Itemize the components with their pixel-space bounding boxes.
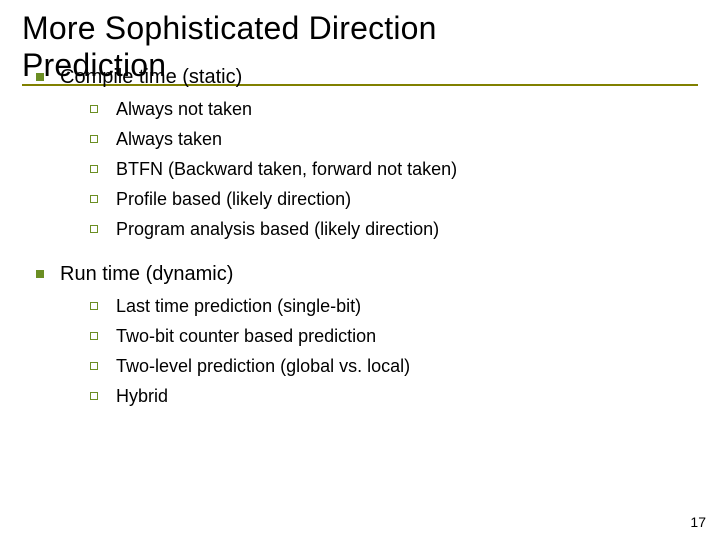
section-label: Run time (dynamic): [60, 261, 233, 288]
list-item-label: Program analysis based (likely direction…: [116, 217, 439, 242]
page-number: 17: [690, 514, 706, 530]
open-square-bullet-icon: [90, 302, 98, 310]
list-item-label: Always taken: [116, 127, 222, 152]
list-item: BTFN (Backward taken, forward not taken): [90, 157, 698, 182]
level1-row: Run time (dynamic): [36, 261, 698, 288]
level1-row: Compile time (static): [36, 64, 698, 91]
list-item: Two-level prediction (global vs. local): [90, 354, 698, 379]
list-item: Two-bit counter based prediction: [90, 324, 698, 349]
list-item: Always not taken: [90, 97, 698, 122]
list-item-label: BTFN (Backward taken, forward not taken): [116, 157, 457, 182]
list-item-label: Two-bit counter based prediction: [116, 324, 376, 349]
open-square-bullet-icon: [90, 332, 98, 340]
list-item-label: Last time prediction (single-bit): [116, 294, 361, 319]
sub-list: Last time prediction (single-bit) Two-bi…: [90, 294, 698, 410]
list-item-label: Hybrid: [116, 384, 168, 409]
list-item: Always taken: [90, 127, 698, 152]
open-square-bullet-icon: [90, 135, 98, 143]
list-item-label: Always not taken: [116, 97, 252, 122]
list-item: Hybrid: [90, 384, 698, 409]
open-square-bullet-icon: [90, 362, 98, 370]
list-item: Last time prediction (single-bit): [90, 294, 698, 319]
list-item: Program analysis based (likely direction…: [90, 217, 698, 242]
open-square-bullet-icon: [90, 105, 98, 113]
open-square-bullet-icon: [90, 392, 98, 400]
open-square-bullet-icon: [90, 225, 98, 233]
open-square-bullet-icon: [90, 195, 98, 203]
square-bullet-icon: [36, 270, 44, 278]
title-line-1: More Sophisticated Direction: [22, 10, 437, 46]
sub-list: Always not taken Always taken BTFN (Back…: [90, 97, 698, 243]
slide: More Sophisticated Direction Prediction …: [0, 0, 720, 540]
section-compile-time: Compile time (static) Always not taken A…: [36, 64, 698, 243]
section-label: Compile time (static): [60, 64, 242, 91]
section-run-time: Run time (dynamic) Last time prediction …: [36, 261, 698, 410]
list-item-label: Two-level prediction (global vs. local): [116, 354, 410, 379]
square-bullet-icon: [36, 73, 44, 81]
list-item: Profile based (likely direction): [90, 187, 698, 212]
list-item-label: Profile based (likely direction): [116, 187, 351, 212]
open-square-bullet-icon: [90, 165, 98, 173]
